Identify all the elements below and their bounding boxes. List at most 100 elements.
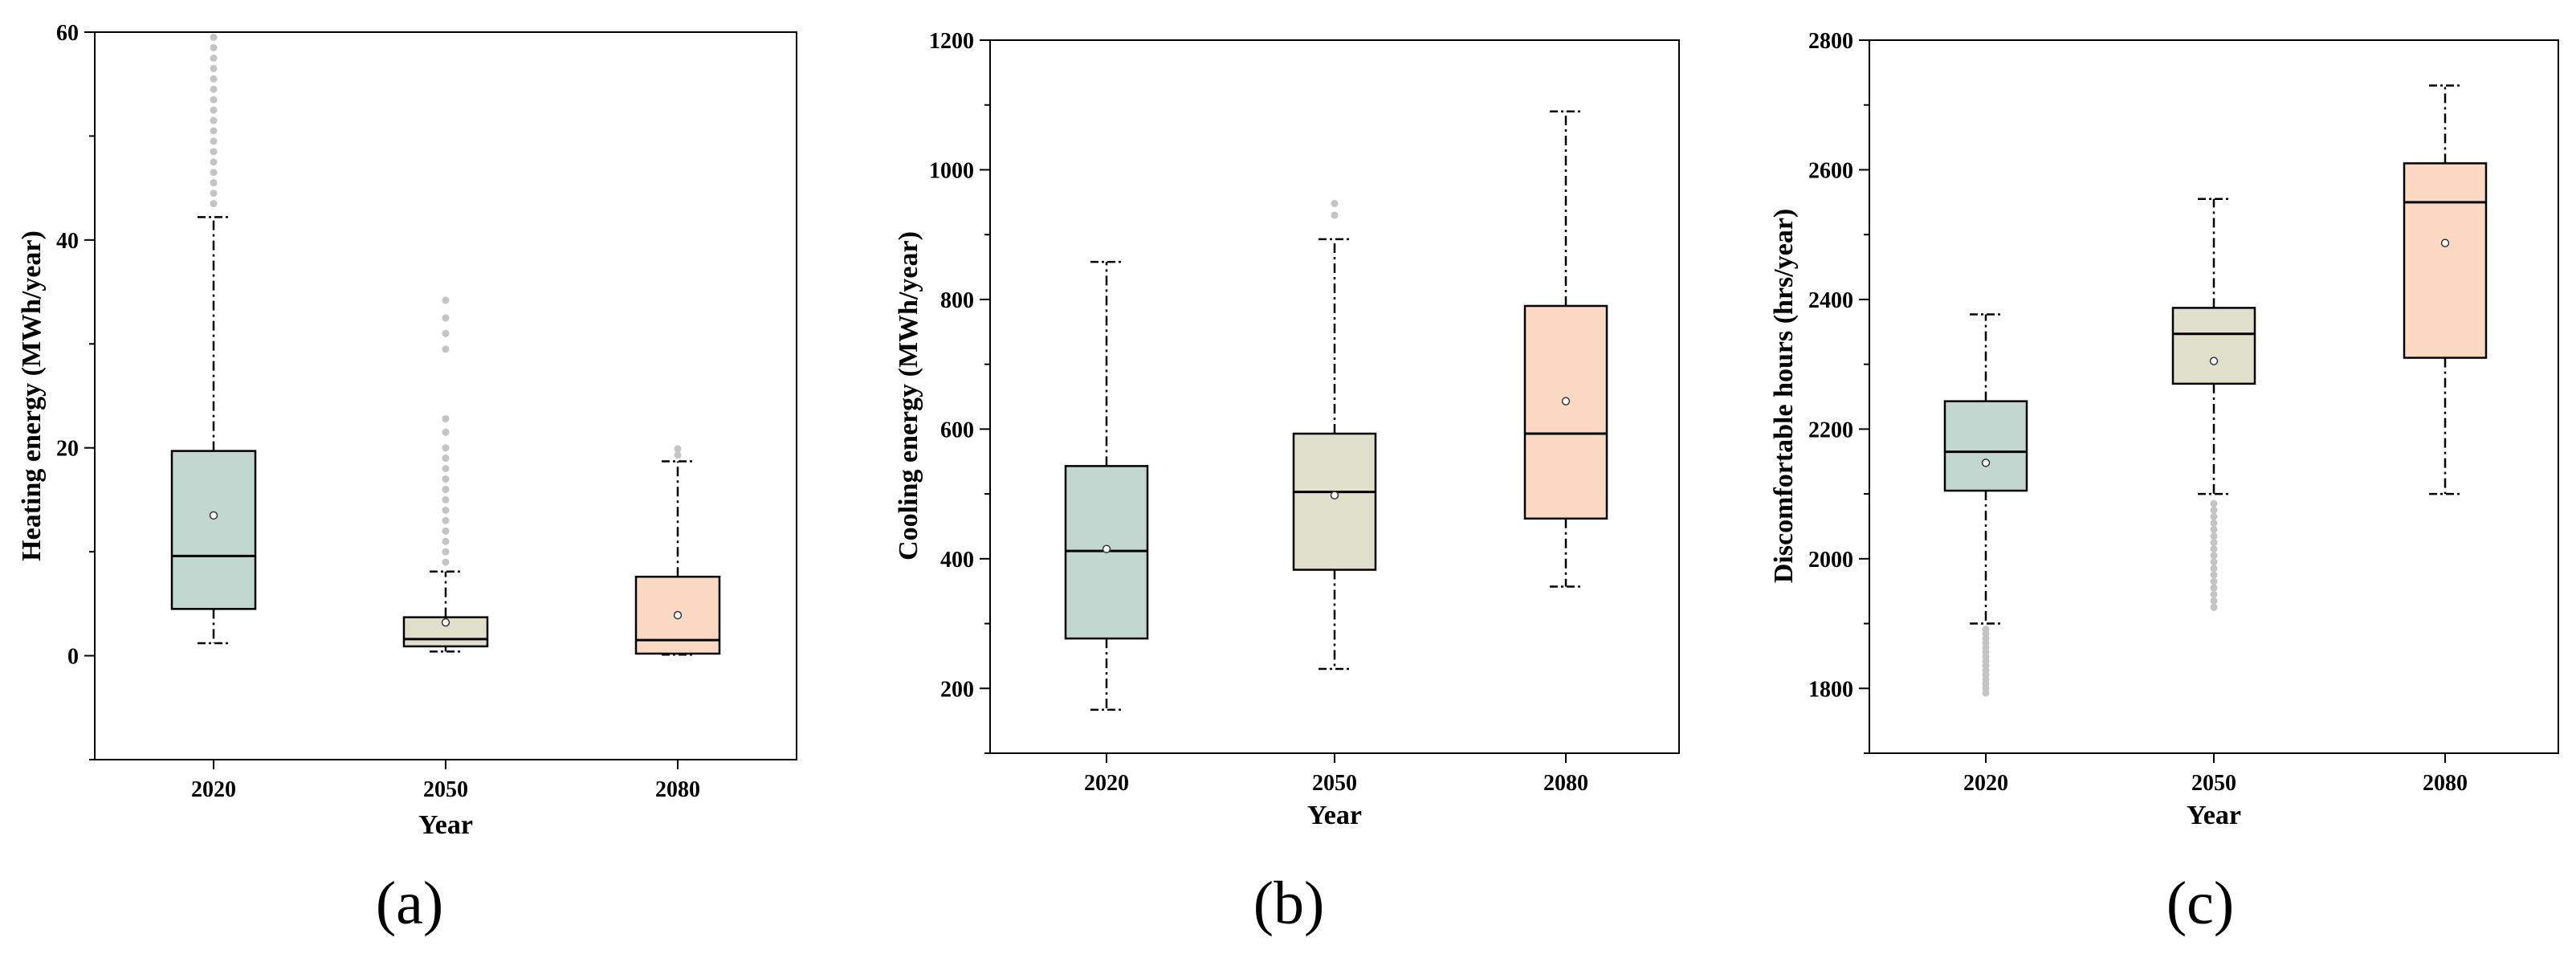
outlier-point: [442, 414, 450, 422]
outlier-point: [442, 537, 450, 545]
x-axis-title: Year: [418, 810, 473, 840]
outlier-point: [1331, 199, 1339, 207]
y-tick-label: 40: [56, 229, 79, 254]
panel-c-discomfortable-hours: 1800 2000 2200 2400 2600 2800 2020 2050 2080 Dis…: [1769, 29, 2559, 937]
x-axis-title: Year: [1307, 801, 1362, 830]
outlier-point: [674, 451, 682, 459]
outlier-point: [210, 158, 218, 166]
x-tick-label: 2080: [1543, 771, 1588, 796]
y-tick-label: 2800: [1808, 29, 1853, 54]
box-iqr-2020: [170, 450, 257, 610]
x-tick-label: 2020: [1963, 771, 2008, 796]
outlier-point: [442, 548, 450, 556]
y-tick-label: 1000: [929, 158, 974, 183]
outlier-point: [1331, 211, 1339, 219]
outlier-point: [442, 296, 450, 304]
panel-a-heating-energy: 0 20 40 60 2020 2050 2080 Heating energy (MWh/…: [17, 21, 797, 937]
x-tick-label: 2050: [2191, 771, 2236, 796]
outlier-point: [210, 200, 218, 208]
outlier-point: [210, 54, 218, 62]
outlier-point: [674, 445, 682, 453]
outlier-point: [442, 329, 450, 337]
box-iqr-2080: [2403, 162, 2488, 359]
y-tick-label: 20: [56, 437, 79, 462]
y-tick-label: 2200: [1808, 418, 1853, 442]
mean-marker: [1981, 459, 1991, 467]
y-tick-label: 400: [940, 548, 974, 573]
x-tick-label: 2020: [191, 777, 236, 802]
outlier-point: [2210, 499, 2218, 507]
x-tick-label: 2080: [655, 777, 700, 802]
outlier-point: [2210, 571, 2218, 579]
mean-marker: [441, 618, 450, 627]
outlier-point: [2210, 590, 2218, 598]
outlier-point: [210, 137, 218, 145]
outlier-point: [210, 43, 218, 51]
outlier-point: [442, 428, 450, 436]
box-iqr-2080: [1523, 304, 1608, 520]
y-axis-title: Discomfortable hours (hrs/year): [1769, 209, 1799, 583]
x-axis-title: Year: [2187, 801, 2241, 830]
outlier-point: [210, 33, 218, 41]
outlier-point: [442, 558, 450, 566]
y-axis-title: Cooling energy (MWh/year): [894, 231, 923, 560]
y-axis-title: Heating energy (MWh/year): [17, 230, 47, 561]
y-tick-label: 2400: [1808, 288, 1853, 313]
plot-content: 0 20 40 60 2020 2050 2080: [56, 21, 721, 802]
x-tick-label: 2020: [1084, 771, 1129, 796]
outlier-point: [442, 465, 450, 473]
outlier-point: [210, 85, 218, 93]
mean-marker: [1102, 544, 1111, 553]
outlier-point: [2210, 552, 2218, 560]
outlier-point: [210, 96, 218, 104]
y-tick-label: 600: [940, 418, 974, 442]
outlier-point: [442, 495, 450, 503]
outlier-point: [2210, 512, 2218, 520]
outlier-point: [442, 485, 450, 493]
outlier-point: [442, 516, 450, 524]
box-iqr-2050: [2171, 307, 2256, 385]
x-tick-label: 2050: [1312, 771, 1357, 796]
outlier-point: [210, 148, 218, 156]
mean-marker: [2209, 357, 2219, 365]
box-iqr-2050: [1292, 432, 1377, 571]
outlier-point: [2210, 584, 2218, 592]
outlier-point: [2210, 597, 2218, 605]
y-tick-label: 0: [67, 645, 79, 670]
y-tick-label: 800: [940, 288, 974, 313]
outlier-point: [210, 190, 218, 198]
outlier-point: [2210, 565, 2218, 573]
outlier-point: [2210, 532, 2218, 540]
plot-content: 1800 2000 2200 2400 2600 2800 2020 2050 2080: [1808, 29, 2488, 796]
y-tick-label: 200: [940, 677, 974, 702]
box-iqr-2020: [1943, 400, 2028, 492]
plot-content: 200 400 600 800 1000 1200 2020 2050 2080: [929, 29, 1608, 796]
y-tick-label: 1200: [929, 29, 974, 54]
plot-frame: [1869, 39, 2559, 754]
outlier-point: [2210, 558, 2218, 566]
outlier-point: [2210, 539, 2218, 547]
x-tick-label: 2080: [2423, 771, 2468, 796]
outlier-point: [442, 506, 450, 514]
outlier-point: [2210, 525, 2218, 533]
panel-label: (b): [1253, 870, 1325, 937]
outlier-point: [210, 64, 218, 72]
outlier-point: [210, 106, 218, 114]
mean-marker: [673, 610, 683, 620]
mean-marker: [2440, 238, 2450, 247]
outlier-point: [210, 179, 218, 187]
mean-marker: [1330, 491, 1339, 499]
mean-marker: [1561, 397, 1571, 406]
outlier-point: [1982, 626, 1990, 634]
outlier-point: [442, 527, 450, 535]
outlier-point: [442, 475, 450, 483]
panel-label: (a): [376, 870, 443, 937]
outlier-point: [442, 455, 450, 463]
outlier-point: [442, 345, 450, 353]
outlier-point: [442, 444, 450, 452]
outlier-point: [210, 116, 218, 124]
y-tick-label: 2600: [1808, 158, 1853, 183]
y-tick-label: 60: [56, 21, 79, 46]
x-tick-label: 2050: [423, 777, 468, 802]
